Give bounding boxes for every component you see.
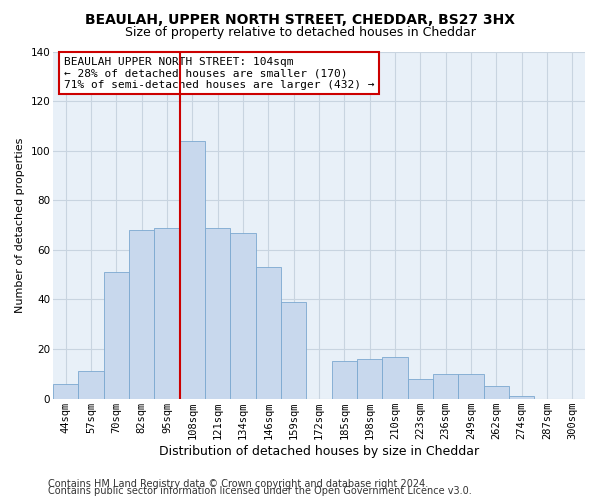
Bar (382, 356, 407, 399)
Bar (205, 228, 230, 398)
Bar (484, 386, 509, 398)
Text: Contains public sector information licensed under the Open Government Licence v3: Contains public sector information licen… (48, 486, 472, 496)
Text: BEAULAH UPPER NORTH STREET: 104sqm
← 28% of detached houses are smaller (170)
71: BEAULAH UPPER NORTH STREET: 104sqm ← 28%… (64, 56, 374, 90)
Text: Size of property relative to detached houses in Cheddar: Size of property relative to detached ho… (125, 26, 475, 39)
Bar (407, 379, 433, 398)
Bar (79, 372, 104, 398)
Bar (509, 396, 535, 398)
Bar (53, 384, 79, 398)
Text: BEAULAH, UPPER NORTH STREET, CHEDDAR, BS27 3HX: BEAULAH, UPPER NORTH STREET, CHEDDAR, BS… (85, 12, 515, 26)
Text: Contains HM Land Registry data © Crown copyright and database right 2024.: Contains HM Land Registry data © Crown c… (48, 479, 428, 489)
Bar (281, 302, 307, 398)
Bar (180, 141, 205, 399)
Bar (256, 267, 281, 398)
Bar (129, 230, 154, 398)
Y-axis label: Number of detached properties: Number of detached properties (15, 138, 25, 313)
Bar (433, 374, 458, 398)
Bar (104, 272, 129, 398)
Bar (357, 359, 382, 399)
Bar (230, 232, 256, 398)
Bar (458, 374, 484, 398)
Bar (154, 228, 180, 398)
Bar (332, 362, 357, 399)
X-axis label: Distribution of detached houses by size in Cheddar: Distribution of detached houses by size … (159, 444, 479, 458)
